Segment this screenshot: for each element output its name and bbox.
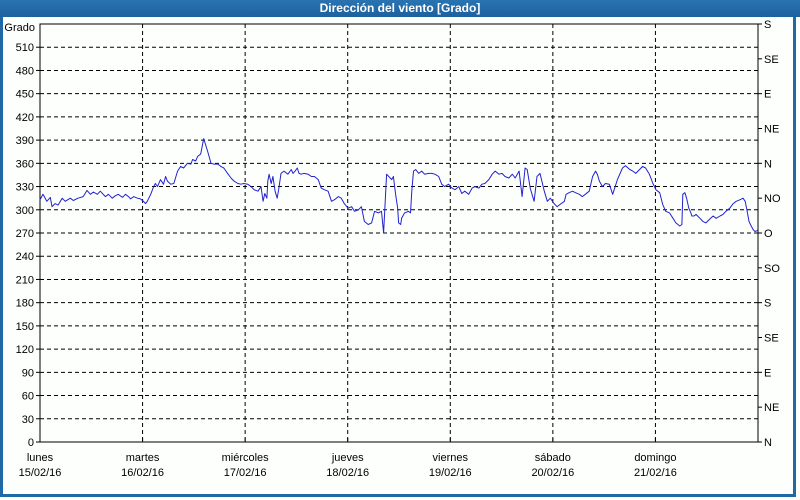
compass-label: O [764,228,773,240]
y-left-tick-label: 120 [16,344,34,356]
y-left-tick-label: 240 [16,251,34,263]
compass-label: N [764,158,772,170]
chart-title-bar: Dirección del viento [Grado] [0,0,800,17]
y-left-tick-label: 300 [16,205,34,217]
y-left-tick-label: 60 [22,391,34,403]
y-left-tick-label: 150 [16,321,34,333]
compass-label: E [764,89,771,101]
y-left-tick-label: 480 [16,65,34,77]
day-date-label: 18/02/16 [326,467,369,479]
gridlines [40,24,758,442]
compass-label: NE [764,402,779,414]
compass-label: E [764,367,771,379]
window-border-bottom [0,494,796,497]
compass-label: S [764,298,771,310]
day-name-label: jueves [331,452,364,464]
y-left-tick-label: 360 [16,158,34,170]
y-left-tick-label: 90 [22,367,34,379]
y-left-tick-label: 390 [16,135,34,147]
day-name-label: sábado [535,452,571,464]
y-left-tick-label: 30 [22,414,34,426]
compass-label: NO [764,193,781,205]
window-border-left [0,17,3,497]
day-name-label: domingo [634,452,676,464]
y-left-tick-label: 330 [16,182,34,194]
day-name-label: miércoles [222,452,270,464]
window-border-right [793,17,796,497]
compass-label: SE [764,54,779,66]
day-date-label: 21/02/16 [634,467,677,479]
compass-label: SO [764,263,780,275]
day-name-label: martes [126,452,160,464]
wind-direction-chart: 0 30 60 90 120 150 180 210 240 270 300 330 360 390 420… [4,19,781,479]
day-date-label: 16/02/16 [121,467,164,479]
day-date-label: 15/02/16 [19,467,62,479]
y-left-tick-label: 210 [16,274,34,286]
compass-label: N [764,437,772,449]
day-date-label: 19/02/16 [429,467,472,479]
day-date-label: 17/02/16 [224,467,267,479]
compass-label: S [764,19,771,31]
day-name-label: viernes [433,452,469,464]
y-left-tick-label: 0 [28,437,34,449]
compass-label: NE [764,124,779,136]
y-left-tick-label: 270 [16,228,34,240]
y-left-tick-label: 180 [16,298,34,310]
y-left-tick-label: 450 [16,89,34,101]
day-date-label: 20/02/16 [531,467,574,479]
y-left-tick-label: 510 [16,42,34,54]
day-name-label: lunes [27,452,54,464]
compass-label: SE [764,333,779,345]
y-left-tick-label: 420 [16,112,34,124]
axes [36,23,762,443]
wind-direction-line [39,138,758,234]
y-axis-title: Grado [4,22,35,34]
plot-frame [39,23,759,443]
chart-title: Dirección del viento [Grado] [319,1,481,15]
